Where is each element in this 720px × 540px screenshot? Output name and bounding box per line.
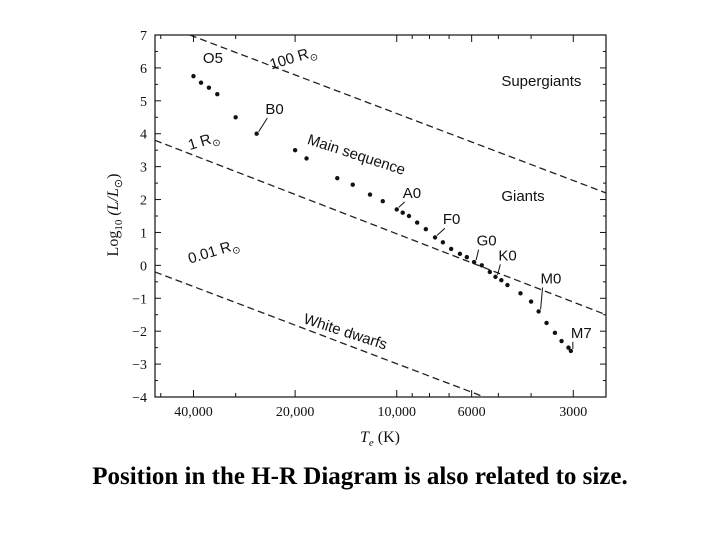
ms-point — [464, 254, 470, 260]
ms-point — [198, 80, 204, 85]
spectral-label: K0 — [498, 247, 516, 264]
ms-point — [536, 309, 541, 314]
y-tick-label: 0 — [140, 259, 147, 274]
y-tick-label: −4 — [132, 391, 147, 406]
y-tick-label: 2 — [140, 194, 147, 209]
radius-label: 1 R⊙ — [186, 128, 222, 156]
ms-point — [528, 299, 534, 304]
ms-point — [566, 345, 571, 350]
spectral-label: O5 — [203, 50, 223, 67]
y-axis-title: Log10 (L/L⊙) — [105, 174, 125, 257]
main-sequence-points — [191, 73, 574, 354]
x-tick-label: 40,000 — [174, 405, 213, 420]
ms-point — [191, 73, 196, 79]
spectral-pointer — [540, 287, 544, 310]
ms-point — [457, 251, 463, 257]
region-label: Supergiants — [501, 73, 581, 90]
spectral-label: M0 — [541, 270, 562, 287]
ms-point — [406, 213, 412, 219]
ms-point — [493, 274, 498, 280]
radius-line — [155, 139, 606, 316]
axis-ticks: 7 6 5 4 3 2 1 0 −1 −2 −3 −4 40,000 20,000 10,000 6000 30… — [132, 29, 606, 420]
ms-point — [559, 338, 564, 344]
spectral-pointer — [496, 264, 501, 276]
ms-point — [499, 277, 504, 283]
ms-point — [394, 207, 399, 212]
ms-point — [215, 92, 220, 97]
ms-point — [423, 226, 429, 232]
spectral-label: A0 — [403, 185, 421, 202]
radius-label: 100 R⊙ — [268, 43, 320, 76]
x-tick-label: 3000 — [559, 405, 587, 420]
ms-point — [350, 182, 355, 187]
ms-point — [440, 240, 446, 245]
spectral-label: G0 — [477, 233, 497, 250]
ms-point — [432, 235, 438, 240]
radius-lines — [155, 35, 606, 397]
ms-point — [304, 156, 309, 161]
ms-point — [233, 115, 238, 120]
ms-point — [206, 85, 212, 90]
ms-point — [400, 210, 405, 215]
ms-point — [414, 220, 420, 225]
spectral-label: F0 — [443, 211, 461, 228]
ms-point — [254, 131, 259, 136]
y-tick-label: 6 — [140, 62, 147, 77]
x-tick-label: 6000 — [458, 405, 486, 420]
x-axis-title: Te (K) — [360, 429, 400, 449]
ms-point — [552, 330, 558, 336]
spectral-pointer — [398, 201, 406, 208]
region-label: Giants — [501, 188, 544, 205]
slide-caption: Position in the H-R Diagram is also rela… — [92, 463, 628, 490]
ms-point — [518, 291, 523, 296]
ms-point — [479, 263, 484, 268]
ms-point — [471, 259, 477, 265]
ms-point — [448, 246, 454, 252]
radius-line — [155, 271, 485, 397]
y-tick-label: −1 — [132, 292, 147, 307]
spectral-pointer — [436, 227, 446, 236]
y-tick-label: 3 — [140, 161, 147, 176]
y-tick-label: 4 — [140, 128, 147, 143]
radius-label: 0.01 R⊙ — [186, 236, 242, 271]
ms-point — [335, 175, 340, 181]
spectral-pointer — [475, 249, 480, 261]
radius-line — [189, 35, 606, 194]
y-tick-label: 1 — [140, 226, 147, 241]
x-tick-label: 20,000 — [276, 405, 315, 420]
x-tick-label: 10,000 — [377, 405, 416, 420]
ms-point — [380, 198, 385, 204]
y-tick-label: 7 — [140, 29, 147, 44]
ms-point — [367, 192, 373, 197]
ms-point — [544, 320, 549, 326]
spectral-pointer — [258, 117, 268, 132]
spectral-label: B0 — [265, 101, 283, 118]
y-tick-label: 5 — [140, 95, 147, 110]
y-tick-label: −2 — [132, 325, 147, 340]
y-tick-label: −3 — [132, 358, 147, 373]
ms-point — [505, 282, 510, 288]
spectral-label: M7 — [571, 325, 592, 342]
ms-point — [487, 269, 493, 275]
ms-point — [568, 348, 574, 354]
ms-point — [292, 147, 298, 153]
region-label: Main sequence — [305, 131, 407, 179]
